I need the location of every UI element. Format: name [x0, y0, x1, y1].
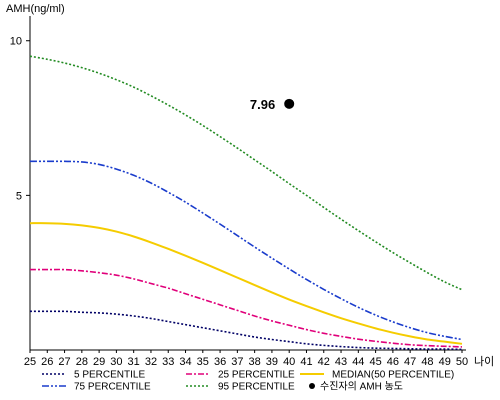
- legend-label-4: 75 PERCENTILE: [74, 382, 151, 393]
- x-tick-label: 26: [41, 356, 53, 368]
- x-tick-label: 32: [145, 356, 157, 368]
- x-tick-label: 36: [214, 356, 226, 368]
- x-tick-label: 40: [283, 356, 295, 368]
- legend-label-3: MEDIAN(50 PERCENTILE): [332, 370, 454, 381]
- series-line-3: [29, 222, 463, 345]
- x-tick-label: 49: [439, 356, 451, 368]
- y-axis-title: AMH(ng/ml): [6, 3, 65, 15]
- y-tick-label: 5: [16, 190, 22, 202]
- x-tick-label: 30: [110, 356, 122, 368]
- chart-annotations: 7.96: [250, 97, 295, 112]
- x-tick-label: 48: [421, 356, 433, 368]
- x-tick-label: 33: [162, 356, 174, 368]
- x-tick-label: 41: [300, 356, 312, 368]
- x-tick-label: 45: [369, 356, 381, 368]
- chart-series: [29, 55, 463, 351]
- series-line-2: [29, 268, 463, 348]
- x-tick-label: 44: [352, 356, 364, 368]
- x-tick-label: 42: [318, 356, 330, 368]
- x-tick-label: 46: [387, 356, 399, 368]
- x-tick-label: 50: [456, 356, 468, 368]
- x-tick-label: 35: [197, 356, 209, 368]
- series-line-4: [29, 160, 463, 341]
- legend-marker-patient: [309, 383, 315, 389]
- chart-legend: 5 PERCENTILE 25 PERCENTILE MEDIAN(50 PERCE…: [42, 370, 454, 393]
- patient-amh-label: 7.96: [250, 97, 275, 112]
- patient-amh-point: [284, 98, 295, 109]
- x-tick-label: 34: [179, 356, 191, 368]
- x-tick-label: 31: [128, 356, 140, 368]
- legend-label-patient: 수진자의 AMH 농도: [320, 381, 403, 393]
- x-tick-label: 43: [335, 356, 347, 368]
- x-tick-label: 27: [58, 356, 70, 368]
- series-line-5: [29, 55, 463, 291]
- legend-label-5: 95 PERCENTILE: [218, 382, 295, 393]
- y-tick-label: 10: [10, 36, 22, 48]
- legend-label-1: 5 PERCENTILE: [74, 370, 145, 381]
- x-tick-label: 38: [249, 356, 261, 368]
- chart-axes: 5 10 25 26 27 28 29 30 31 32 33 34 35 36 37 38 39 40 41 42 4…: [6, 3, 494, 368]
- x-tick-label: 39: [266, 356, 278, 368]
- x-tick-label: 37: [231, 356, 243, 368]
- legend-label-2: 25 PERCENTILE: [218, 370, 295, 381]
- x-axis-title: 나이: [474, 355, 494, 368]
- x-tick-label: 29: [93, 356, 105, 368]
- x-tick-label: 25: [24, 356, 36, 368]
- x-tick-label: 47: [404, 356, 416, 368]
- x-tick-label: 28: [76, 356, 88, 368]
- series-line-1: [29, 310, 463, 351]
